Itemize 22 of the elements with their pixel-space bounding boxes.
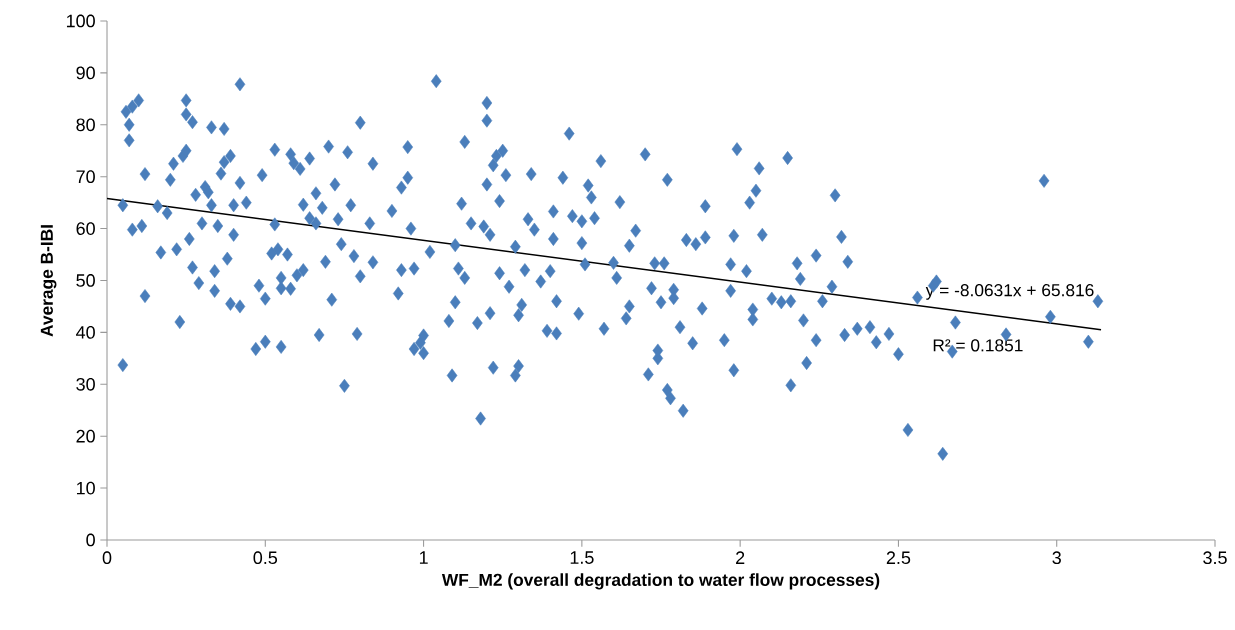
x-tick-label: 0.5 [253,551,278,565]
x-tick-label: 0 [102,551,112,565]
y-tick-label: 80 [76,118,95,132]
x-axis-title: WF_M2 (overall degradation to water flow processes) [441,573,880,590]
y-tick-label: 20 [76,429,95,443]
y-tick-label: 50 [76,274,95,287]
x-tick-label: 1 [419,551,428,564]
y-tick-label: 100 [66,14,95,28]
y-tick-label: 0 [86,533,95,547]
y-tick-label: 70 [76,170,95,184]
x-tick-label: 2.5 [886,551,911,565]
x-tick-label: 1.5 [570,551,594,564]
x-tick-label: 3.5 [1203,551,1227,565]
y-tick-label: 90 [76,66,95,80]
x-tick-label: 2 [736,551,745,564]
y-tick-label: 10 [76,481,95,495]
y-tick-label: 60 [76,222,95,235]
y-tick-label: 40 [76,326,95,339]
y-tick-label: 30 [76,377,95,391]
x-tick-label: 3 [1052,551,1061,565]
annotation: R² = 0.1851 [933,339,1023,352]
y-axis-title: Average B-IBI [40,225,57,337]
